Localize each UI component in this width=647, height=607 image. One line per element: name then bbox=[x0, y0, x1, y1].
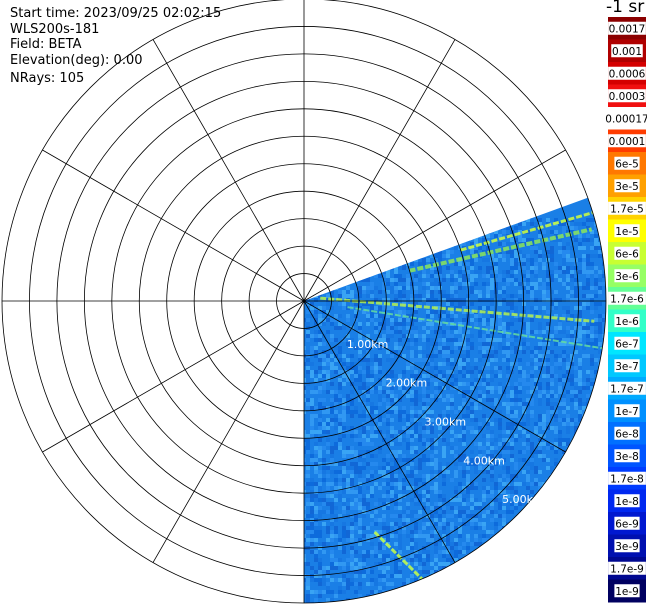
colorbar-tick-16: 1.7e-7 bbox=[610, 383, 644, 395]
colorbar-tick-5: 0.0001 bbox=[609, 136, 646, 148]
colorbar-tick-20: 1.7e-8 bbox=[610, 473, 644, 485]
colorbar-tick-13: 1e-6 bbox=[615, 316, 639, 328]
colorbar-tick-bg-15 bbox=[614, 359, 640, 373]
streak-4 bbox=[373, 530, 424, 581]
spoke-120 bbox=[303, 300, 566, 453]
colorbar-tick-3: 0.0003 bbox=[609, 91, 646, 103]
colorbar-tick-bg-8 bbox=[608, 201, 646, 215]
colorbar-tick-bg-19 bbox=[614, 449, 640, 463]
colorbar-tick-8: 1.7e-5 bbox=[610, 203, 644, 215]
colorbar-tick-21: 1e-8 bbox=[615, 496, 639, 508]
streak-0 bbox=[320, 296, 595, 323]
colorbar-swatch-4 bbox=[608, 107, 646, 130]
colorbar-tick-bg-16 bbox=[608, 381, 646, 395]
streak-3 bbox=[347, 306, 603, 350]
colorbar-tick-bg-25 bbox=[614, 584, 640, 598]
spoke-240 bbox=[42, 300, 305, 453]
instrument-label: WLS200s-181 bbox=[10, 22, 100, 37]
colorbar-tick-bg-7 bbox=[614, 179, 640, 193]
colorbar-tick-bg-2 bbox=[608, 66, 646, 80]
colorbar-tick-2: 0.0006 bbox=[609, 68, 646, 80]
range-label-origin: 0.00km bbox=[263, 338, 305, 351]
colorbar-tick-22: 6e-9 bbox=[615, 518, 639, 530]
start-time-label: Start time: 2023/09/25 02:02:15 bbox=[10, 6, 222, 21]
colorbar-tick-bg-13 bbox=[614, 314, 640, 328]
range-label-4: 4.00km bbox=[463, 454, 505, 467]
colorbar-tick-9: 1e-5 bbox=[615, 226, 639, 238]
range-label-5: 5.00km bbox=[502, 493, 544, 506]
colorbar-tick-11: 3e-6 bbox=[615, 271, 639, 283]
colorbar-tick-bg-22 bbox=[614, 516, 640, 530]
colorbar-tick-bg-9 bbox=[614, 224, 640, 238]
colorbar-tick-bg-0 bbox=[608, 21, 646, 35]
spoke-210 bbox=[152, 300, 305, 563]
polar-grid bbox=[1, 0, 607, 604]
colorbar-tick-24: 1.7e-9 bbox=[610, 563, 644, 575]
streak-2 bbox=[460, 211, 594, 252]
range-label-3: 3.00km bbox=[424, 415, 466, 428]
colorbar-tick-bg-12 bbox=[608, 291, 646, 305]
colorbar-tick-12: 1.7e-6 bbox=[610, 293, 644, 305]
colorbar-tick-10: 6e-6 bbox=[615, 248, 639, 260]
colorbar-tick-bg-6 bbox=[614, 156, 640, 170]
spoke-300 bbox=[42, 149, 305, 302]
colorbar-tick-bg-3 bbox=[608, 89, 646, 103]
colorbar-unit-label: -1 sr bbox=[606, 0, 645, 17]
range-labels: 1.00km 2.00km 3.00km 4.00km 5.00km 0.00km bbox=[263, 338, 544, 506]
colorbar-tick-23: 3e-9 bbox=[615, 541, 639, 553]
elevation-label: Elevation(deg): 0.00 bbox=[10, 53, 143, 68]
range-label-1: 1.00km bbox=[347, 338, 389, 351]
spoke-150 bbox=[303, 300, 456, 563]
colorbar-tick-19: 3e-8 bbox=[615, 451, 639, 463]
colorbar-tick-18: 6e-8 bbox=[615, 428, 639, 440]
colorbar-tick-6: 6e-5 bbox=[615, 158, 639, 170]
spoke-30 bbox=[303, 39, 456, 302]
colorbar-tick-bg-20 bbox=[608, 471, 646, 485]
colorbar-tick-25: 1e-9 bbox=[615, 586, 639, 598]
colorbar-tick-1: 0.001 bbox=[612, 46, 642, 58]
nrays-label: NRays: 105 bbox=[10, 71, 85, 86]
spoke-330 bbox=[152, 39, 305, 302]
colorbar-tick-17: 1e-7 bbox=[615, 406, 639, 418]
field-label: Field: BETA bbox=[10, 37, 82, 52]
colorbar-tick-bg-11 bbox=[614, 269, 640, 283]
colorbar-tick-14: 6e-7 bbox=[615, 338, 639, 350]
colorbar-tick-bg-23 bbox=[614, 539, 640, 553]
colorbar-tick-15: 3e-7 bbox=[615, 361, 639, 373]
colorbar: 0.0017 0.001 0.0006 0.0003 0.00017 0.0001 6e-5… bbox=[605, 17, 647, 603]
colorbar-tick-bg-24 bbox=[608, 561, 646, 575]
streak-1 bbox=[409, 227, 593, 273]
colorbar-tick-0: 0.0017 bbox=[609, 23, 646, 35]
colorbar-tick-7: 3e-5 bbox=[615, 181, 639, 193]
colorbar-tick-4: 0.00017 bbox=[605, 113, 647, 125]
colorbar-tick-bg-14 bbox=[614, 336, 640, 350]
range-label-2: 2.00km bbox=[386, 377, 428, 390]
colorbar-tick-bg-18 bbox=[614, 426, 640, 440]
colorbar-tick-bg-17 bbox=[614, 404, 640, 418]
colorbar-tick-bg-5 bbox=[608, 134, 646, 148]
colorbar-tick-bg-10 bbox=[614, 246, 640, 260]
spoke-60 bbox=[303, 149, 566, 302]
colorbar-tick-bg-21 bbox=[614, 494, 640, 508]
colorbar-tick-bg-1 bbox=[611, 44, 643, 58]
